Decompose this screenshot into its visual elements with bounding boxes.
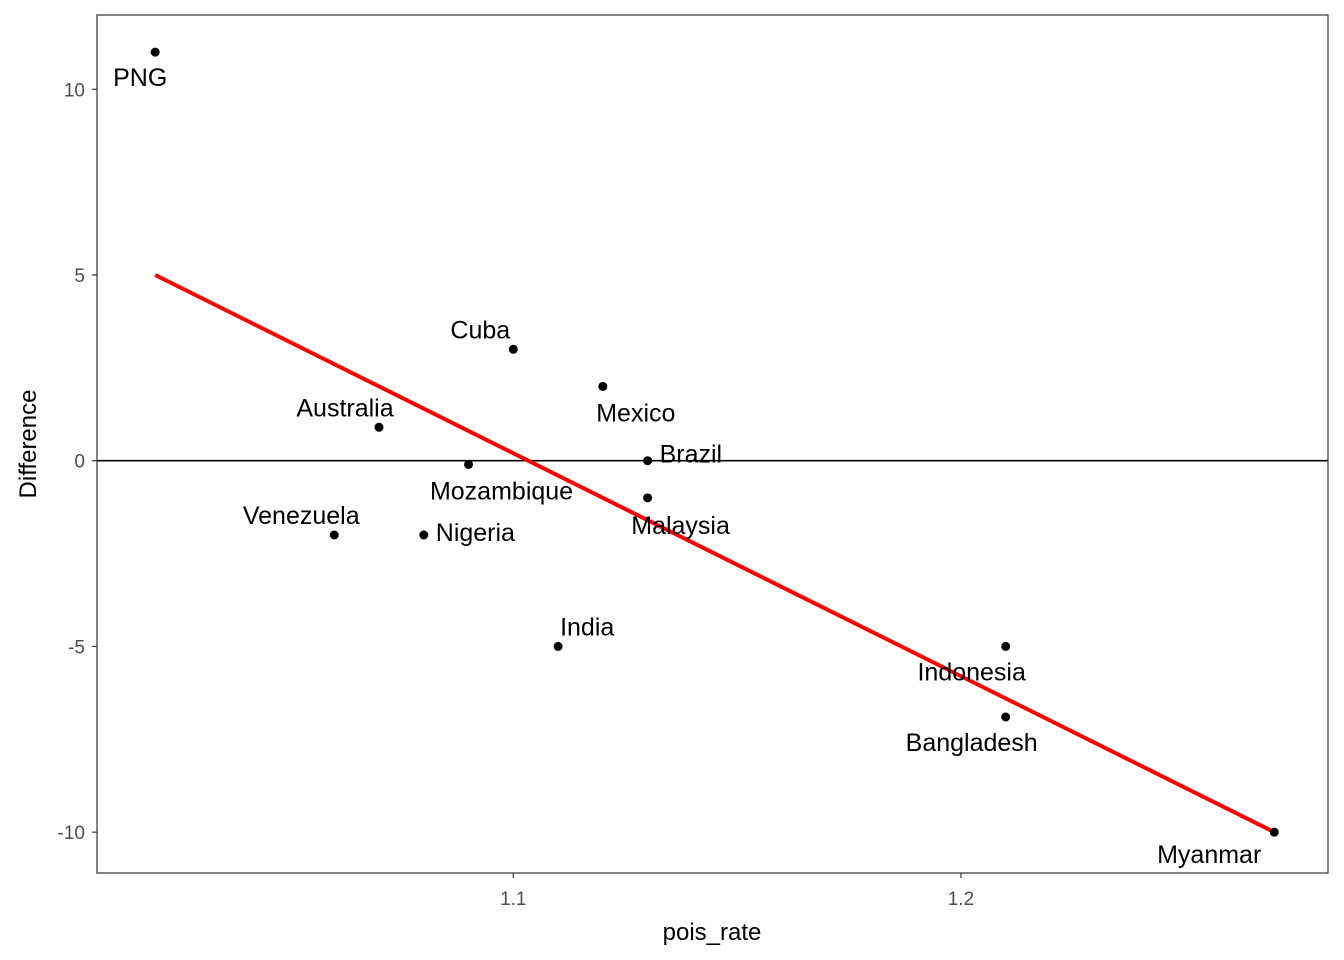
panel-border xyxy=(96,14,1329,874)
point-label-brazil: Brazil xyxy=(660,441,723,469)
y-tick-label: 0 xyxy=(74,452,85,473)
panel-background xyxy=(97,15,1328,873)
y-axis-title: Difference xyxy=(15,390,42,499)
y-tick-label: -10 xyxy=(58,823,85,844)
data-point-mozambique xyxy=(464,459,474,469)
point-label-malaysia: Malaysia xyxy=(631,512,730,540)
x-axis-title: pois_rate xyxy=(663,919,762,946)
data-point-myanmar xyxy=(1269,827,1279,837)
y-tick-label: 5 xyxy=(74,266,85,287)
point-label-mexico: Mexico xyxy=(596,399,675,427)
data-point-mexico xyxy=(598,381,608,391)
data-point-venezuela xyxy=(329,530,339,540)
x-tick-label: 1.2 xyxy=(948,889,974,910)
data-point-nigeria xyxy=(419,530,429,540)
point-label-png: PNG xyxy=(113,64,167,92)
data-point-cuba xyxy=(508,344,518,354)
point-label-venezuela: Venezuela xyxy=(243,502,360,530)
data-point-india xyxy=(553,641,563,651)
data-point-png xyxy=(150,47,160,57)
point-label-cuba: Cuba xyxy=(450,316,510,344)
data-point-malaysia xyxy=(643,493,653,503)
point-label-australia: Australia xyxy=(296,394,393,422)
point-label-indonesia: Indonesia xyxy=(917,658,1026,686)
y-tick-label: -5 xyxy=(68,637,85,658)
point-label-mozambique: Mozambique xyxy=(430,477,573,505)
data-point-indonesia xyxy=(1001,641,1011,651)
point-label-myanmar: Myanmar xyxy=(1157,841,1261,869)
y-tick-label: 10 xyxy=(64,80,85,101)
data-point-australia xyxy=(374,422,384,432)
point-label-nigeria: Nigeria xyxy=(436,519,515,547)
regression-line xyxy=(154,273,1276,834)
point-label-bangladesh: Bangladesh xyxy=(906,729,1038,757)
point-label-india: India xyxy=(560,613,614,641)
data-point-brazil xyxy=(643,456,653,466)
x-tick-label: 1.1 xyxy=(500,889,526,910)
data-point-bangladesh xyxy=(1001,712,1011,722)
